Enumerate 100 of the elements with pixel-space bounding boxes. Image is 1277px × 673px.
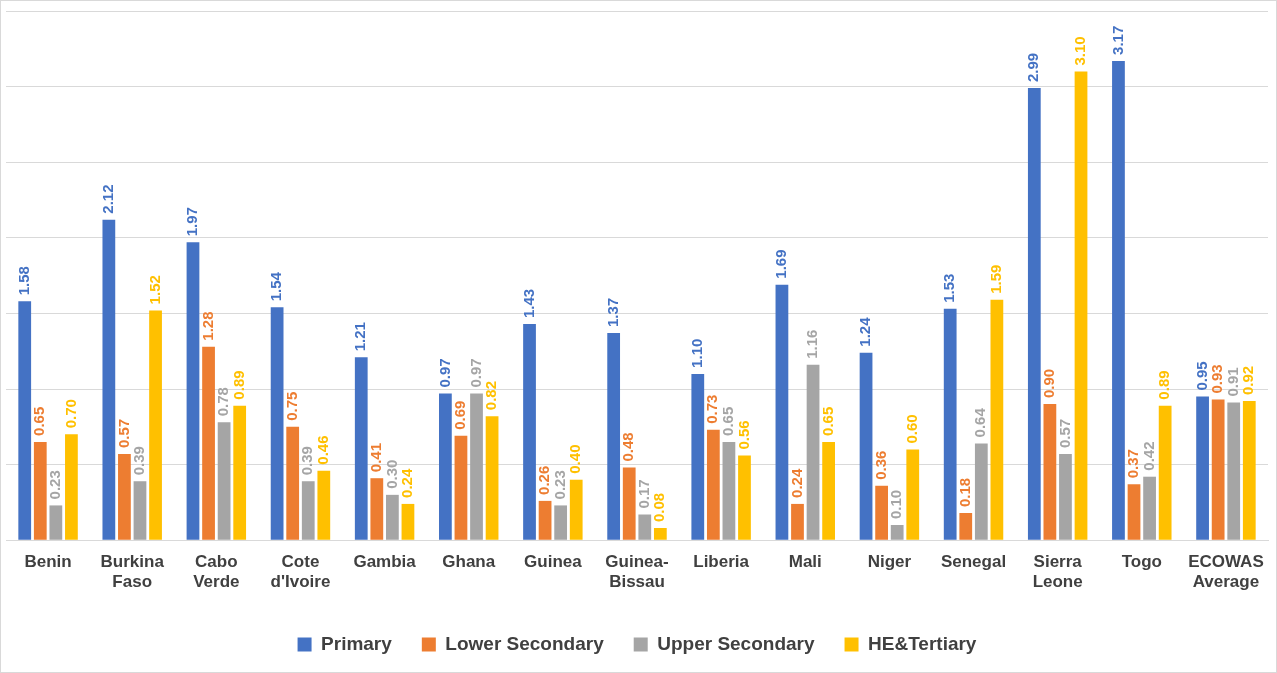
bar bbox=[33, 441, 47, 540]
data-label: 0.73 bbox=[703, 394, 721, 424]
bar bbox=[722, 441, 736, 540]
bar bbox=[233, 405, 247, 540]
data-label: 0.89 bbox=[229, 370, 247, 400]
bar bbox=[738, 455, 751, 540]
data-label: 0.93 bbox=[1208, 364, 1226, 394]
data-label: 0.10 bbox=[887, 489, 905, 520]
bar bbox=[1196, 396, 1209, 540]
bar bbox=[1143, 476, 1156, 540]
bar bbox=[875, 485, 888, 540]
bar bbox=[943, 308, 957, 540]
data-label: 1.37 bbox=[603, 297, 621, 328]
data-label: 0.17 bbox=[634, 479, 652, 509]
x-tick-label: Niger bbox=[867, 552, 912, 572]
data-label: 1.97 bbox=[183, 207, 201, 237]
data-label: 0.36 bbox=[871, 450, 889, 480]
data-label: 0.18 bbox=[955, 477, 973, 507]
bar bbox=[149, 310, 162, 540]
data-label: 0.89 bbox=[1155, 370, 1173, 400]
bar bbox=[485, 416, 499, 540]
bar bbox=[1158, 405, 1172, 540]
bar bbox=[102, 219, 116, 540]
bar bbox=[354, 357, 368, 540]
bar bbox=[806, 364, 820, 540]
bar bbox=[454, 435, 468, 540]
x-tick-label: Gambia bbox=[353, 552, 417, 572]
data-label: 0.65 bbox=[719, 406, 737, 436]
data-label: 0.48 bbox=[619, 432, 637, 462]
bar bbox=[439, 393, 452, 540]
bar bbox=[906, 449, 920, 540]
x-tick-label: Senegal bbox=[940, 552, 1007, 572]
bar bbox=[186, 242, 200, 540]
bar bbox=[890, 525, 904, 540]
bar bbox=[791, 503, 804, 540]
bar bbox=[523, 323, 536, 540]
bar bbox=[65, 434, 78, 540]
data-label: 0.39 bbox=[298, 446, 316, 476]
data-label: 0.42 bbox=[1139, 441, 1157, 471]
data-label: 0.97 bbox=[435, 358, 453, 388]
data-label: 0.26 bbox=[535, 465, 553, 495]
bar bbox=[1242, 401, 1256, 540]
data-label: 0.24 bbox=[398, 468, 416, 498]
x-tick-label: Mali bbox=[788, 552, 822, 572]
data-label: 0.40 bbox=[566, 444, 584, 474]
x-tick-label: ECOWAS Average bbox=[1188, 552, 1264, 592]
data-label: 0.08 bbox=[650, 492, 668, 523]
x-tick-label: Cote d'Ivoire bbox=[270, 552, 331, 592]
bar bbox=[1112, 60, 1125, 540]
data-label: 1.59 bbox=[987, 264, 1005, 294]
data-label: 1.21 bbox=[351, 322, 369, 352]
data-label: 0.92 bbox=[1239, 365, 1257, 396]
legend-label: Lower Secondary bbox=[445, 632, 605, 654]
x-tick-label: Ghana bbox=[442, 552, 496, 572]
legend-label: Primary bbox=[321, 632, 393, 654]
data-label: 0.82 bbox=[482, 381, 500, 411]
data-label: 0.65 bbox=[818, 406, 836, 436]
bar bbox=[370, 478, 384, 540]
bar bbox=[49, 505, 63, 540]
x-tick-label: Togo bbox=[1121, 552, 1162, 572]
data-label: 0.70 bbox=[61, 399, 79, 429]
data-label: 3.17 bbox=[1108, 25, 1126, 55]
data-label: 0.23 bbox=[550, 470, 568, 500]
bar bbox=[554, 505, 568, 540]
legend-label: HE&Tertiary bbox=[868, 632, 977, 654]
data-label: 1.54 bbox=[267, 271, 285, 302]
x-tick-label: Sierra Leone bbox=[1032, 552, 1083, 592]
bar bbox=[118, 454, 131, 540]
data-label: 0.69 bbox=[451, 400, 469, 430]
bar bbox=[217, 422, 231, 540]
bar bbox=[638, 514, 652, 540]
bar bbox=[974, 443, 988, 540]
data-label: 1.24 bbox=[856, 316, 874, 347]
data-label: 1.28 bbox=[198, 311, 216, 341]
data-label: 3.10 bbox=[1071, 36, 1089, 66]
data-label: 0.30 bbox=[382, 459, 400, 489]
data-label: 2.99 bbox=[1024, 52, 1042, 83]
bar bbox=[538, 500, 552, 540]
x-tick-label: Guinea-Bissau bbox=[605, 552, 669, 592]
data-label: 0.65 bbox=[30, 406, 48, 436]
bar bbox=[286, 426, 300, 540]
data-label: 1.10 bbox=[687, 338, 705, 368]
bar bbox=[1027, 88, 1041, 540]
data-label: 0.39 bbox=[130, 446, 148, 476]
bar bbox=[270, 307, 284, 540]
bar bbox=[317, 470, 331, 540]
data-label: 2.12 bbox=[98, 184, 116, 214]
data-label: 1.43 bbox=[519, 288, 537, 318]
bar bbox=[1043, 404, 1057, 540]
bar bbox=[622, 467, 636, 540]
bar bbox=[401, 503, 415, 540]
bar bbox=[822, 441, 835, 540]
bar bbox=[470, 393, 483, 540]
data-label: 0.37 bbox=[1124, 449, 1142, 479]
bar bbox=[859, 352, 873, 540]
bar bbox=[386, 494, 399, 540]
bar bbox=[607, 333, 621, 540]
data-label: 0.91 bbox=[1223, 367, 1241, 397]
data-label: 0.64 bbox=[971, 407, 989, 438]
data-label: 1.16 bbox=[803, 329, 821, 359]
